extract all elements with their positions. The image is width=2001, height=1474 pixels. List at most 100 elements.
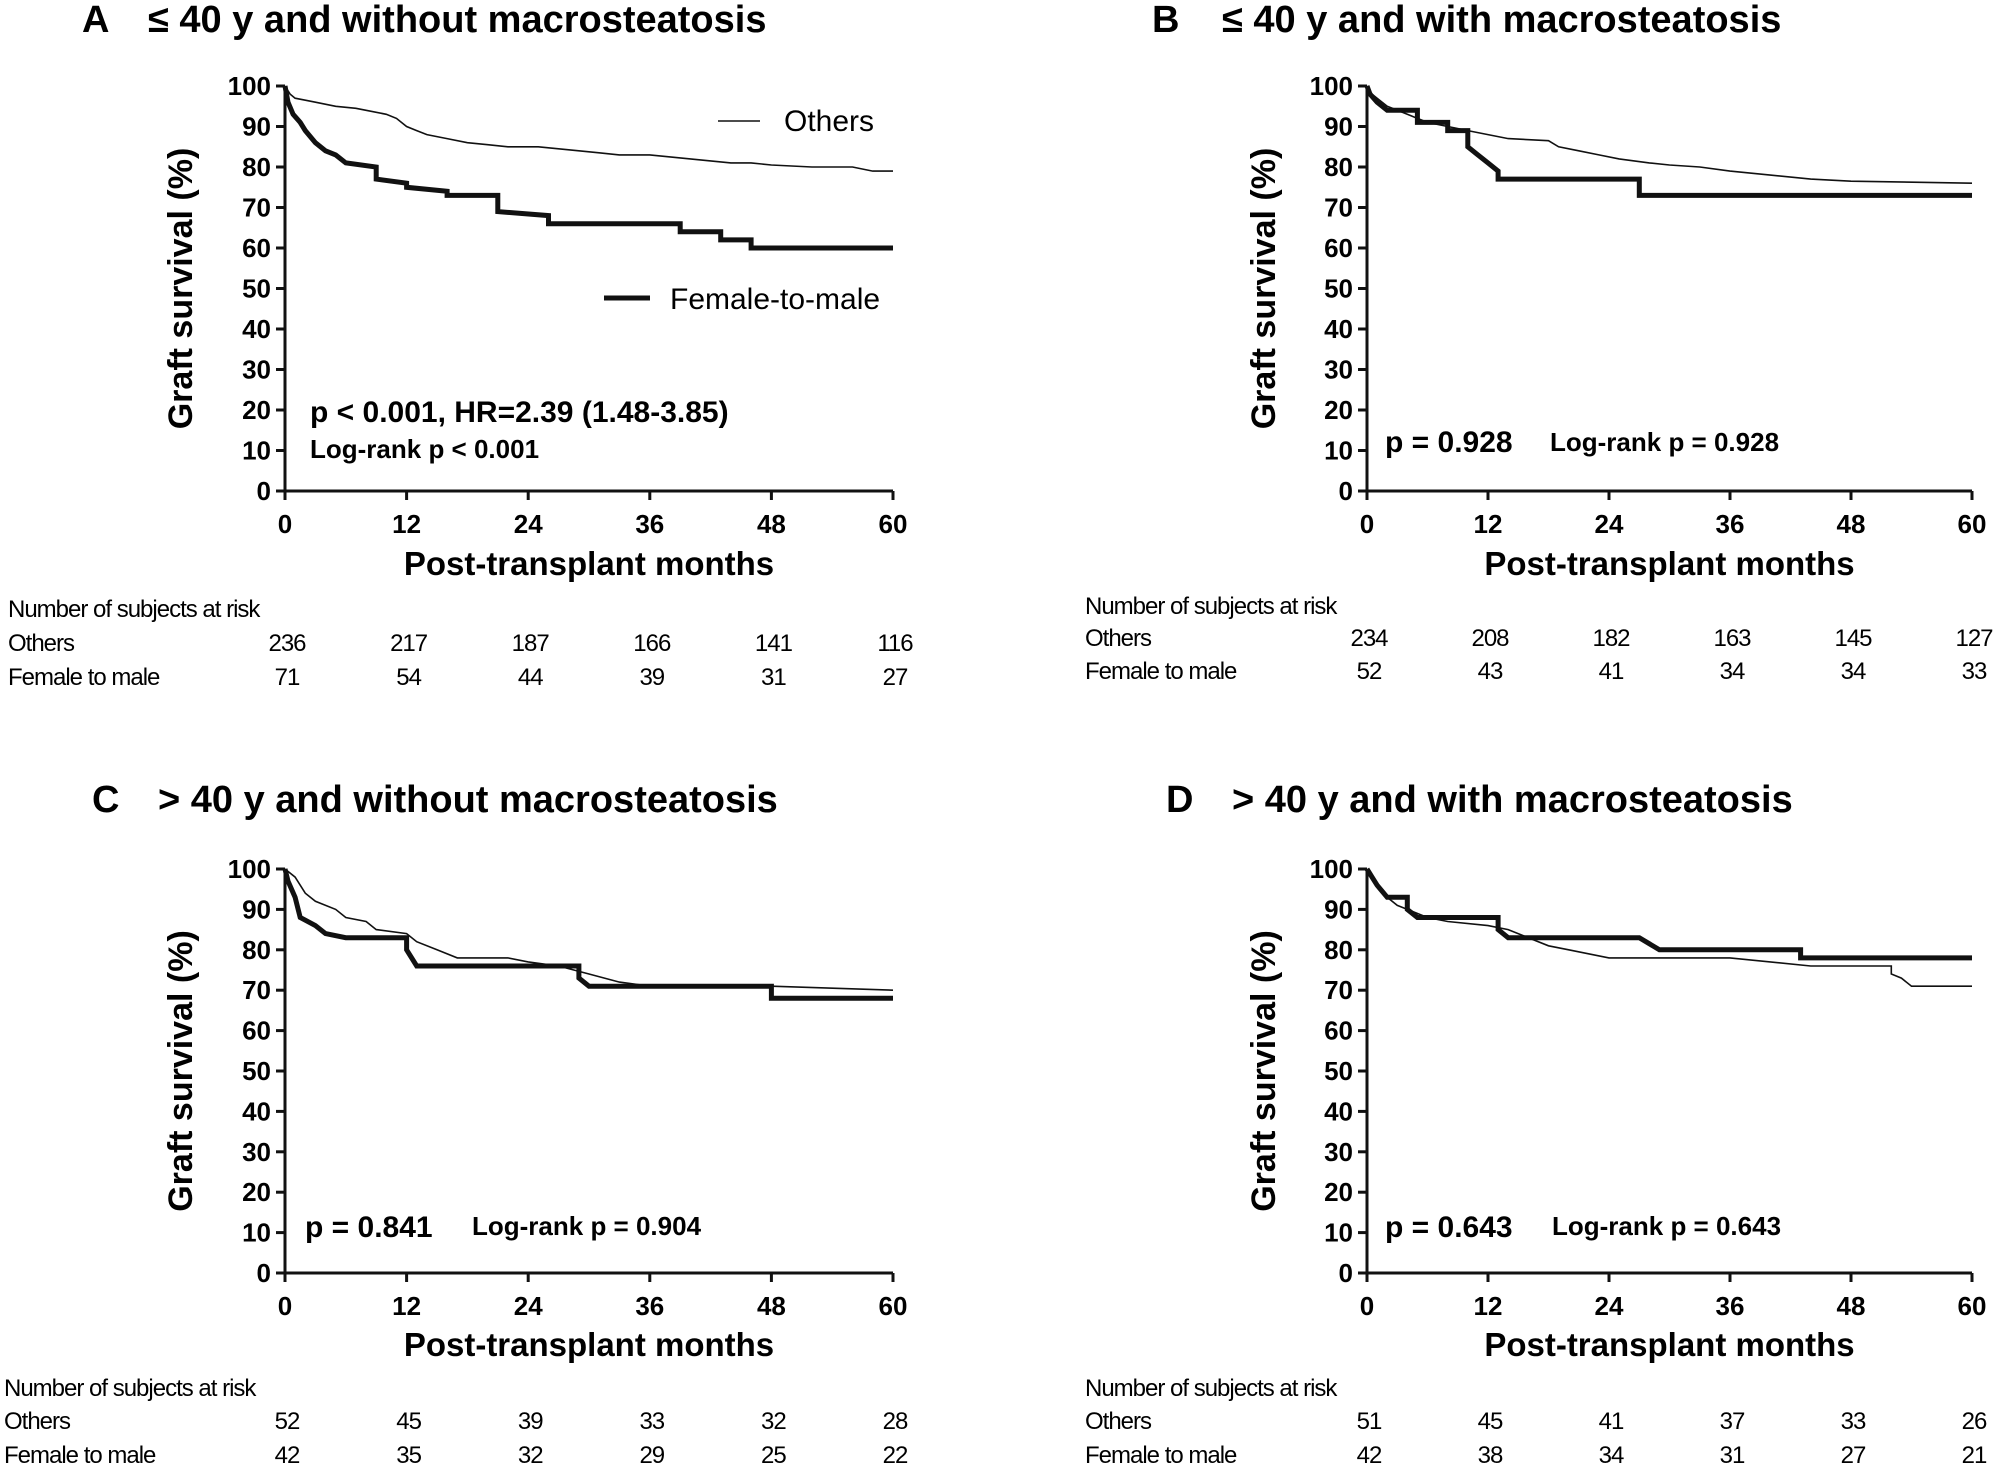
panel-d-y-tick-label: 100 — [1310, 854, 1353, 884]
panel-a-x-tick-label: 0 — [278, 509, 292, 539]
panel-c-y-axis-label: Graft survival (%) — [162, 930, 200, 1212]
panel-a-y-tick-label: 100 — [228, 71, 271, 101]
panel-d-risk-table-header: Number of subjects at risk — [1085, 1375, 1338, 1402]
panel-a-risk-value: 236 — [268, 630, 306, 657]
panel-a-risk-row-label: Others — [8, 630, 75, 657]
panel-c-title: > 40 y and without macrosteatosis — [158, 779, 778, 821]
panel-b-risk-value: 208 — [1471, 625, 1509, 652]
panel-b-y-tick-label: 20 — [1324, 395, 1353, 425]
panel-d: D > 40 y and with macrosteatosis — [1166, 779, 1793, 821]
panel-b-x-axis-label: Post-transplant months — [1484, 545, 1854, 582]
panel-d-risk-value: 21 — [1962, 1442, 1987, 1469]
panel-d-series-female-to-male-line — [1364, 867, 1972, 961]
panel-b-series-female-to-male-line — [1364, 85, 1972, 198]
panel-a-y-tick-label: 10 — [242, 436, 271, 466]
panel-d-y-tick-label: 40 — [1324, 1096, 1353, 1126]
panel-b-risk-value: 33 — [1962, 658, 1987, 685]
panel-b-risk-value: 34 — [1720, 658, 1745, 685]
panel-b-risk-value: 145 — [1834, 625, 1872, 652]
panel-b-risk-value: 52 — [1357, 658, 1382, 685]
panel-b-y-tick-label: 80 — [1324, 152, 1353, 182]
panel-b-risk-value: 234 — [1350, 625, 1388, 652]
panel-d-risk-value: 27 — [1841, 1442, 1866, 1469]
panel-c-series-others-line — [284, 868, 894, 991]
panel-b-x-tick-label: 0 — [1360, 509, 1374, 539]
panel-c-x-tick-label: 12 — [392, 1291, 421, 1321]
panel-c-x-tick-label: 0 — [278, 1291, 292, 1321]
panel-d-y-tick-label: 90 — [1324, 894, 1353, 924]
panel-c-risk-value: 29 — [639, 1442, 664, 1469]
panel-a-risk-value: 27 — [883, 664, 908, 691]
panel-d-y-tick-label: 10 — [1324, 1218, 1353, 1248]
panel-d-x-tick-label: 48 — [1837, 1291, 1866, 1321]
panel-a-letter: A — [82, 0, 109, 41]
panel-d-x-axis-label: Post-transplant months — [1484, 1326, 1854, 1363]
panel-d-title: > 40 y and with macrosteatosis — [1232, 779, 1793, 821]
panel-b-y-tick-label: 10 — [1324, 436, 1353, 466]
panel-d-risk-value: 38 — [1478, 1442, 1503, 1469]
panel-c-y-tick-label: 80 — [242, 935, 271, 965]
panel-a-y-tick-label: 20 — [242, 395, 271, 425]
panel-c-risk-value: 32 — [761, 1408, 786, 1435]
panel-b-x-tick-label: 48 — [1837, 509, 1866, 539]
panel-a-series-female-to-male-line — [282, 85, 893, 251]
panel-b-y-tick-label: 50 — [1324, 274, 1353, 304]
panel-b-risk-value: 43 — [1478, 658, 1503, 685]
panel-a-risk-value: 71 — [275, 664, 300, 691]
panel-a-risk-row-label: Female to male — [8, 664, 160, 691]
panel-d-y-tick-label: 50 — [1324, 1056, 1353, 1086]
panel-b-x-tick-label: 24 — [1595, 509, 1624, 539]
panel-a-x-axis-label: Post-transplant months — [404, 545, 774, 582]
panel-b-y-tick-label: 0 — [1339, 476, 1353, 506]
panel-b-x-tick-label: 60 — [1958, 509, 1987, 539]
panel-d-y-tick-label: 60 — [1324, 1016, 1353, 1046]
panel-c-y-tick-label: 0 — [257, 1258, 271, 1288]
panel-b-logrank-annotation: Log-rank p = 0.928 — [1550, 427, 1779, 457]
panel-a-title: ≤ 40 y and without macrosteatosis — [148, 0, 766, 41]
panel-a-y-tick-label: 40 — [242, 314, 271, 344]
panel-a-p-value-annotation: p < 0.001, HR=2.39 (1.48-3.85) — [310, 396, 729, 429]
panel-a-risk-value: 39 — [639, 664, 664, 691]
panel-c-risk-row-label: Others — [4, 1408, 71, 1435]
panel-c-y-tick-label: 30 — [242, 1137, 271, 1167]
panel-d-risk-value: 37 — [1720, 1408, 1745, 1435]
panel-c-y-tick-label: 70 — [242, 975, 271, 1005]
panel-a-risk-table-header: Number of subjects at risk — [8, 596, 261, 623]
panel-b-risk-value: 127 — [1955, 625, 1993, 652]
panel-b-series-others-line — [1366, 85, 1973, 184]
panel-c-x-tick-label: 60 — [879, 1291, 908, 1321]
panel-c-risk-value: 42 — [275, 1442, 300, 1469]
panel-a-y-tick-label: 50 — [242, 274, 271, 304]
panel-d-risk-value: 41 — [1599, 1408, 1624, 1435]
panel-b-x-tick-label: 36 — [1716, 509, 1745, 539]
panel-a-logrank-annotation: Log-rank p < 0.001 — [310, 434, 539, 464]
panel-d-risk-value: 31 — [1720, 1442, 1745, 1469]
panel-a-risk-value: 31 — [761, 664, 786, 691]
panel-c-letter: C — [92, 779, 119, 821]
panel-b-risk-value: 41 — [1599, 658, 1624, 685]
panel-c-y-tick-label: 50 — [242, 1056, 271, 1086]
panel-a-risk-value: 54 — [396, 664, 421, 691]
panel-c-risk-value: 52 — [275, 1408, 300, 1435]
panel-b-letter: B — [1152, 0, 1179, 41]
panel-a-series-others-line — [284, 85, 893, 172]
panel-d-risk-value: 45 — [1478, 1408, 1503, 1435]
panel-c-risk-value: 28 — [883, 1408, 908, 1435]
panel-c-risk-value: 45 — [396, 1408, 421, 1435]
panel-b-y-tick-label: 60 — [1324, 233, 1353, 263]
panel-c-p-value-annotation: p = 0.841 — [305, 1211, 433, 1244]
panel-a-y-tick-label: 30 — [242, 355, 271, 385]
panel-a-risk-value: 116 — [877, 630, 913, 657]
panel-d-y-tick-label: 30 — [1324, 1137, 1353, 1167]
panel-a-y-tick-label: 90 — [242, 112, 271, 142]
panel-a-risk-value: 44 — [518, 664, 543, 691]
panel-b-risk-value: 163 — [1713, 625, 1751, 652]
panel-c-y-tick-label: 100 — [228, 854, 271, 884]
panel-b-y-tick-label: 30 — [1324, 355, 1353, 385]
panel-d-y-tick-label: 20 — [1324, 1177, 1353, 1207]
panel-c-y-tick-label: 60 — [242, 1016, 271, 1046]
panel-c-risk-value: 32 — [518, 1442, 543, 1469]
panel-b-y-axis-label: Graft survival (%) — [1245, 148, 1283, 430]
panel-d-x-tick-label: 12 — [1474, 1291, 1503, 1321]
